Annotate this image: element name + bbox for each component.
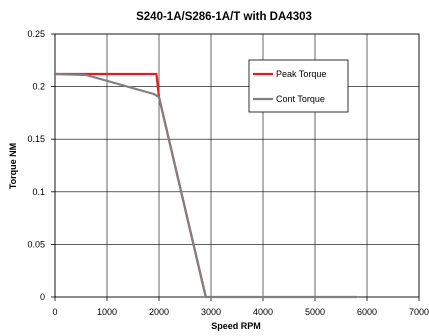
cont-torque-line bbox=[53, 72, 358, 299]
x-tick-label: 3000 bbox=[201, 307, 221, 317]
x-tick-label: 4000 bbox=[253, 307, 273, 317]
y-tick-label: 0.1 bbox=[32, 187, 45, 197]
legend-box bbox=[248, 59, 349, 113]
x-tick-label: 0 bbox=[52, 307, 57, 317]
y-tick-label: 0.05 bbox=[27, 239, 45, 249]
y-axis-title: Torque NM bbox=[8, 143, 18, 189]
y-tick-label: 0.15 bbox=[27, 134, 45, 144]
x-tick-label: 2000 bbox=[149, 307, 169, 317]
peak-torque-line bbox=[53, 72, 207, 299]
x-tick-label: 1000 bbox=[97, 307, 117, 317]
legend-label-cont-torque: Cont Torque bbox=[276, 94, 325, 104]
y-tick-label: 0.2 bbox=[32, 82, 45, 92]
series-lines bbox=[53, 72, 358, 299]
legend: Peak Torque Cont Torque bbox=[248, 59, 349, 113]
y-tick-label: 0.25 bbox=[27, 29, 45, 39]
x-tick-label: 7000 bbox=[409, 307, 429, 317]
x-axis-title: Speed RPM bbox=[211, 321, 261, 331]
x-tick-label: 5000 bbox=[305, 307, 325, 317]
chart-title: S240-1A/S286-1A/T with DA4303 bbox=[136, 11, 312, 23]
axes: 0 1000 2000 3000 4000 5000 6000 7000 0 0.05 0.1 0.1… bbox=[27, 29, 429, 317]
x-tick-label: 6000 bbox=[357, 307, 377, 317]
legend-label-peak-torque: Peak Torque bbox=[276, 69, 326, 79]
y-tick-label: 0 bbox=[40, 292, 45, 302]
